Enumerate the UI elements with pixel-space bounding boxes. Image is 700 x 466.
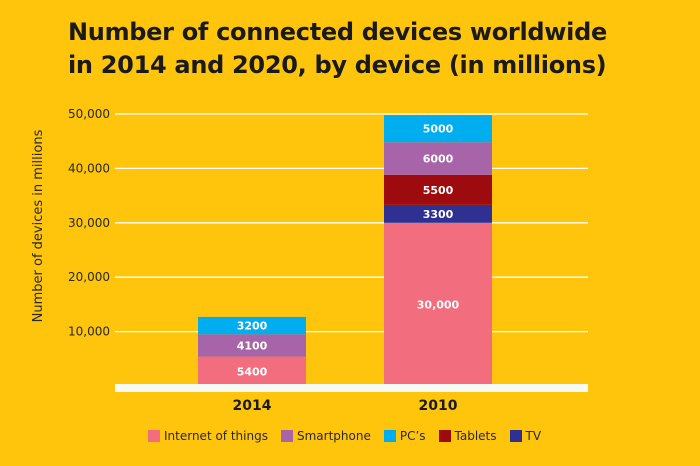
data-label: 5400 xyxy=(237,365,268,378)
bar-segment xyxy=(384,142,492,175)
data-label: 5000 xyxy=(423,123,454,136)
baseline xyxy=(115,384,588,392)
y-tick-label: 50,000 xyxy=(68,107,110,121)
data-label: 3200 xyxy=(237,320,268,333)
legend-swatch xyxy=(280,430,293,442)
y-tick-label: 40,000 xyxy=(68,161,110,175)
data-label: 3300 xyxy=(423,208,454,221)
legend-item-iot: Internet of things xyxy=(148,429,268,443)
legend-label: Tablets xyxy=(454,429,497,443)
legend-item-smartphone: Smartphone xyxy=(280,429,371,443)
bar-segment xyxy=(198,334,306,357)
bar-segment xyxy=(198,356,306,386)
x-tick-label: 2010 xyxy=(419,398,458,414)
data-label: 30,000 xyxy=(417,298,460,311)
data-label: 4100 xyxy=(237,339,268,352)
legend-label: PC’s xyxy=(399,429,426,443)
legend-label: Smartphone xyxy=(296,429,371,443)
bar-segment xyxy=(384,115,492,143)
bar-segment xyxy=(384,204,492,223)
legend: Internet of things Smartphone PC’s Table… xyxy=(148,429,554,443)
legend-item-pcs: PC’s xyxy=(383,429,426,443)
chart-title: Number of connected devices worldwide in… xyxy=(68,16,607,82)
data-label: 5500 xyxy=(423,184,454,197)
legend-swatch xyxy=(438,430,451,442)
legend-swatch xyxy=(509,430,522,442)
title-line-1: Number of connected devices worldwide xyxy=(68,18,607,46)
legend-swatch xyxy=(383,430,396,442)
x-tick-label: 2014 xyxy=(233,398,272,414)
y-tick-label: 20,000 xyxy=(68,270,110,284)
legend-label: TV xyxy=(525,429,542,443)
y-axis-label: Number of devices in millions xyxy=(31,129,46,322)
title-line-2: in 2014 and 2020, by device (in millions… xyxy=(68,51,607,79)
data-label: 6000 xyxy=(423,153,454,166)
y-tick-label: 30,000 xyxy=(68,216,110,230)
legend-item-tv: TV xyxy=(509,429,542,443)
legend-item-tablets: Tablets xyxy=(438,429,497,443)
legend-label: Internet of things xyxy=(164,429,268,443)
bar-segment xyxy=(198,316,306,335)
legend-swatch xyxy=(148,430,160,442)
y-tick-label: 10,000 xyxy=(68,325,110,339)
bar-segment xyxy=(384,174,492,205)
bar-segment xyxy=(384,222,492,386)
